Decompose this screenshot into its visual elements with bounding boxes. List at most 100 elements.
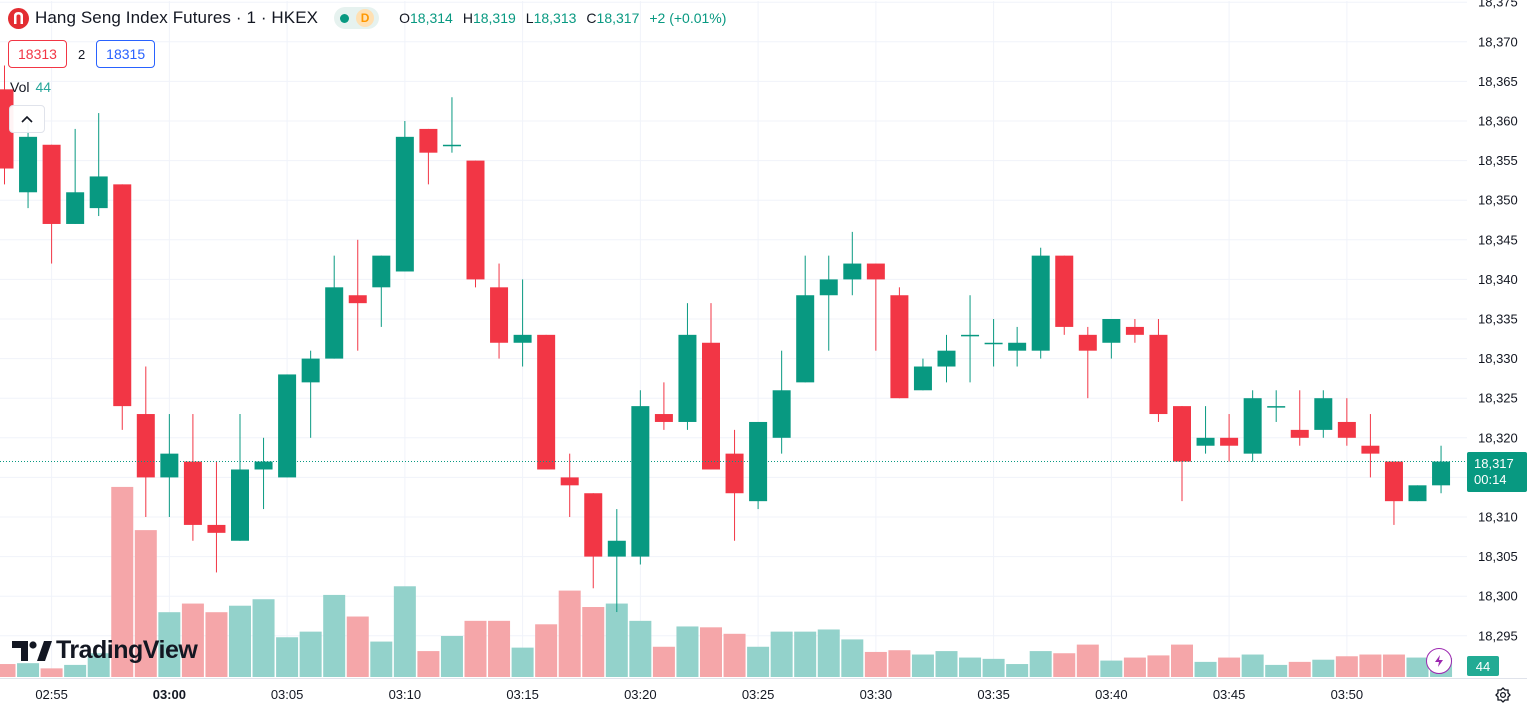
time-axis[interactable]: 02:55 03:00 03:05 03:10 03:15 03:20 03:25 03:30… (35, 687, 1363, 702)
candle-body (1361, 445, 1380, 454)
candle-body (19, 136, 38, 193)
volume-bar (535, 624, 558, 677)
volume-bar (700, 627, 722, 677)
candle-body (1408, 485, 1427, 502)
time-tick-label: 03:50 (1331, 687, 1364, 702)
candle-body (1290, 429, 1309, 438)
candle-body (1055, 255, 1074, 327)
volume-bar (629, 620, 652, 677)
volume-bar (17, 663, 40, 677)
time-tick-label: 03:00 (153, 687, 186, 702)
price-tick-label: 18,320 (1478, 430, 1518, 445)
candle-body (42, 144, 61, 224)
time-tick-label: 03:45 (1213, 687, 1246, 702)
ohlc-low: L18,313 (525, 10, 577, 26)
bar-countdown: 00:14 (1474, 472, 1507, 487)
volume-legend-label: Vol (10, 79, 30, 95)
price-tick-label: 18,305 (1478, 549, 1518, 564)
volume-axis-label: 44 (1467, 656, 1499, 676)
volume-bar (817, 629, 840, 677)
lightning-button[interactable] (1426, 648, 1452, 674)
candle-body (466, 160, 485, 280)
volume-bar (1123, 657, 1146, 677)
volume-bar (1265, 664, 1288, 677)
price-tick-label: 18,370 (1478, 34, 1518, 49)
candle-body (348, 295, 367, 304)
candle-body (607, 540, 626, 557)
candle-body (772, 390, 791, 438)
candle-body (1078, 334, 1097, 351)
candle-body (843, 263, 862, 280)
time-tick-label: 03:40 (1095, 687, 1128, 702)
volume-bar (888, 650, 911, 677)
price-tick-label: 18,310 (1478, 510, 1518, 525)
sell-button[interactable]: 18313 (8, 40, 67, 68)
volume-bar (982, 658, 1005, 677)
volume-bar (1312, 659, 1335, 677)
candle-body (702, 342, 720, 470)
volume-bar (417, 651, 440, 677)
price-axis[interactable]: 18,29518,30018,30518,31018,31518,32018,3… (1478, 0, 1518, 643)
volume-bar (770, 631, 793, 677)
volume-legend-value: 44 (35, 79, 52, 95)
volume-bar (1382, 654, 1405, 677)
volume-bar (794, 631, 817, 677)
volume-bar (134, 530, 157, 677)
candle-body (419, 128, 438, 153)
candle-body (1314, 398, 1333, 430)
volume-bar (370, 641, 393, 677)
volume-bar (1053, 653, 1076, 677)
volume-bar (935, 651, 958, 677)
volume-bar (1218, 657, 1241, 677)
candle-body (1149, 334, 1168, 415)
volume-bar (1241, 654, 1264, 677)
ohlc-change: +2 (+0.01%) (649, 10, 727, 26)
volume-bar (1288, 661, 1311, 677)
tradingview-logo[interactable]: TradingView (12, 636, 198, 665)
candle-body (678, 334, 697, 422)
candle-body (560, 477, 579, 486)
delayed-data-badge[interactable]: D (356, 9, 375, 27)
candle-body (961, 334, 980, 337)
volume-bar (299, 631, 322, 677)
time-tick-label: 03:35 (977, 687, 1010, 702)
volume-bar (1335, 656, 1358, 677)
candle-body (372, 255, 391, 288)
candle-body (231, 469, 249, 541)
collapse-legend-button[interactable] (9, 105, 45, 133)
market-status[interactable]: D (334, 7, 380, 29)
candle-body (278, 374, 297, 478)
symbol-legend: Hang Seng Index Futures · 1 · HKEX D O18… (8, 6, 726, 30)
volume-bar (229, 605, 251, 677)
price-tick-label: 18,345 (1478, 232, 1518, 247)
volume-bars (0, 486, 1453, 677)
candle-body (913, 366, 932, 391)
volume-bar (0, 664, 16, 677)
price-tick-label: 18,330 (1478, 351, 1518, 366)
ohlc-close: C18,317 (586, 10, 640, 26)
time-tick-label: 03:05 (271, 687, 304, 702)
volume-bar (87, 653, 110, 677)
candle-body (160, 453, 179, 478)
volume-bar (393, 586, 416, 677)
volume-bar (181, 603, 204, 677)
symbol-title[interactable]: Hang Seng Index Futures · 1 · HKEX (35, 8, 319, 27)
candle-body (183, 461, 202, 525)
chart-settings-button[interactable] (1493, 685, 1513, 705)
time-tick-label: 02:55 (35, 687, 68, 702)
candle-body (395, 136, 414, 272)
candle-body (89, 176, 108, 209)
volume-bar (488, 620, 511, 677)
volume-bar (1406, 657, 1429, 677)
buy-button[interactable]: 18315 (96, 40, 156, 68)
tradingview-logo-icon (12, 640, 52, 661)
candle-body (796, 295, 815, 383)
volume-legend[interactable]: Vol 44 (10, 79, 51, 95)
candle-body (301, 358, 320, 383)
candle-body (1337, 421, 1356, 438)
volume-bar (323, 594, 346, 677)
candle-body (66, 192, 85, 224)
volume-bar (841, 639, 864, 677)
candle-body (1031, 255, 1050, 351)
